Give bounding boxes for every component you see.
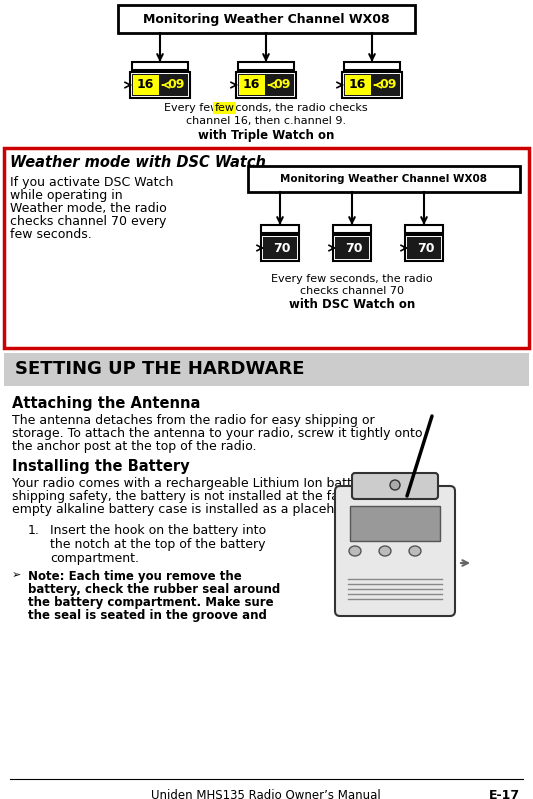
Text: the anchor post at the top of the radio.: the anchor post at the top of the radio.	[12, 440, 256, 453]
Text: E-17: E-17	[489, 789, 520, 799]
Text: 16: 16	[137, 78, 154, 92]
Bar	[333, 235, 371, 261]
Bar	[333, 225, 371, 233]
Bar	[133, 75, 159, 95]
Ellipse shape	[349, 546, 361, 556]
Text: the battery compartment. Make sure: the battery compartment. Make sure	[28, 596, 273, 609]
Text: 70: 70	[273, 241, 290, 255]
Text: ➢: ➢	[12, 570, 21, 580]
Bar	[350, 506, 440, 541]
Text: 09: 09	[273, 78, 290, 92]
Text: checks channel 70 every: checks channel 70 every	[10, 215, 166, 228]
Bar	[4, 148, 529, 348]
Text: Monitoring Weather Channel WX08: Monitoring Weather Channel WX08	[143, 13, 390, 26]
Bar	[118, 5, 415, 33]
Bar	[239, 75, 265, 95]
Text: 70: 70	[417, 241, 435, 255]
Text: If you activate DSC Watch: If you activate DSC Watch	[10, 176, 173, 189]
Bar	[407, 237, 441, 259]
Text: channel 16, then c.hannel 9.: channel 16, then c.hannel 9.	[186, 116, 346, 126]
Text: the notch at the top of the battery: the notch at the top of the battery	[50, 538, 265, 551]
Bar	[342, 72, 402, 98]
Text: Monitoring Weather Channel WX08: Monitoring Weather Channel WX08	[280, 174, 488, 184]
Text: checks channel 70: checks channel 70	[300, 286, 404, 296]
Ellipse shape	[390, 480, 400, 490]
Text: 16: 16	[243, 78, 260, 92]
Bar	[344, 74, 400, 96]
Text: Uniden MHS135 Radio Owner’s Manual: Uniden MHS135 Radio Owner’s Manual	[151, 789, 381, 799]
Text: compartment.: compartment.	[50, 552, 139, 565]
Text: storage. To attach the antenna to your radio, screw it tightly onto: storage. To attach the antenna to your r…	[12, 427, 423, 440]
Text: 1.: 1.	[28, 524, 40, 537]
FancyBboxPatch shape	[352, 473, 438, 499]
Ellipse shape	[409, 546, 421, 556]
Text: Every few seconds, the radio: Every few seconds, the radio	[271, 274, 433, 284]
Text: Note: Each time you remove the: Note: Each time you remove the	[28, 570, 242, 583]
Text: 70: 70	[345, 241, 363, 255]
Bar	[4, 353, 529, 386]
Ellipse shape	[379, 546, 391, 556]
Text: while operating in: while operating in	[10, 189, 123, 202]
Bar	[132, 74, 188, 96]
Bar	[344, 62, 400, 70]
Text: few seconds.: few seconds.	[10, 228, 92, 241]
Bar	[236, 72, 296, 98]
Bar	[248, 166, 520, 192]
Bar	[238, 62, 294, 70]
Text: the seal is seated in the groove and: the seal is seated in the groove and	[28, 609, 267, 622]
Text: Installing the Battery: Installing the Battery	[12, 459, 190, 474]
Bar	[132, 62, 188, 70]
Text: Weather mode with DSC Watch: Weather mode with DSC Watch	[10, 155, 266, 170]
Text: Insert the hook on the battery into: Insert the hook on the battery into	[50, 524, 266, 537]
Text: The antenna detaches from the radio for easy shipping or: The antenna detaches from the radio for …	[12, 414, 375, 427]
Bar	[238, 74, 294, 96]
Text: 09: 09	[167, 78, 184, 92]
Text: battery, check the rubber seal around: battery, check the rubber seal around	[28, 583, 280, 596]
Text: Attaching the Antenna: Attaching the Antenna	[12, 396, 200, 411]
Text: 16: 16	[349, 78, 366, 92]
Text: SETTING UP THE HARDWARE: SETTING UP THE HARDWARE	[15, 360, 304, 379]
Bar	[261, 225, 299, 233]
Text: few: few	[214, 103, 235, 113]
Text: with DSC Watch on: with DSC Watch on	[289, 298, 415, 311]
Bar	[335, 237, 369, 259]
Text: Weather mode, the radio: Weather mode, the radio	[10, 202, 167, 215]
Text: 09: 09	[379, 78, 397, 92]
Text: shipping safety, the battery is not installed at the factory. The: shipping safety, the battery is not inst…	[12, 490, 400, 503]
Bar	[261, 235, 299, 261]
Text: Your radio comes with a rechargeable Lithium Ion battery; for: Your radio comes with a rechargeable Lit…	[12, 477, 398, 490]
Bar	[405, 235, 443, 261]
Bar	[345, 75, 371, 95]
Bar	[130, 72, 190, 98]
Text: empty alkaline battery case is installed as a placeholder.: empty alkaline battery case is installed…	[12, 503, 369, 516]
FancyBboxPatch shape	[335, 486, 455, 616]
Text: with Triple Watch on: with Triple Watch on	[198, 129, 334, 142]
Bar	[405, 225, 443, 233]
Bar	[263, 237, 297, 259]
Text: Every few seconds, the radio checks: Every few seconds, the radio checks	[164, 103, 368, 113]
